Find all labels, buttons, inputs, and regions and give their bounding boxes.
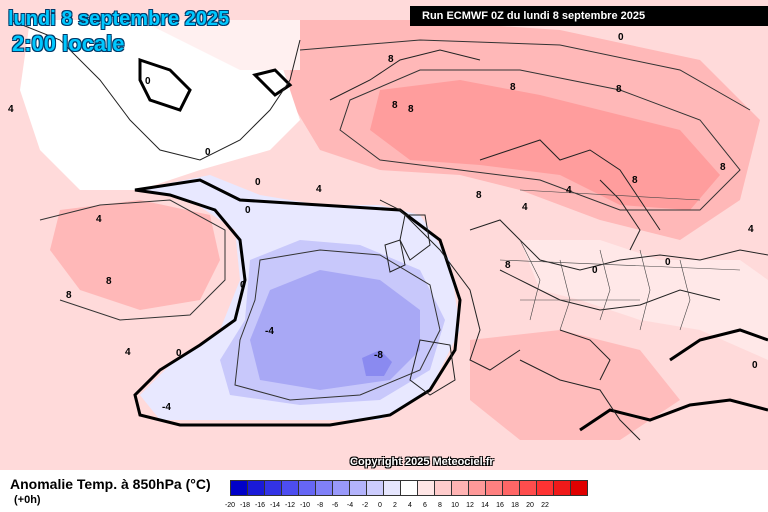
contour-label: 4: [748, 224, 754, 235]
contour-label: 4: [8, 104, 14, 115]
contour-label: 4: [566, 185, 572, 196]
contour-label: 8: [392, 100, 398, 111]
color-swatch: [417, 480, 435, 496]
isoline-8-north: [339, 69, 741, 211]
contour-label: 8: [408, 104, 414, 115]
contour-label: 4: [316, 184, 322, 195]
color-scale-label: -4: [346, 502, 354, 509]
contour-label: 8: [632, 175, 638, 186]
color-scale-label: -20: [224, 502, 236, 509]
color-scale-label: 0: [378, 502, 382, 509]
warm-anomaly-south: [470, 330, 680, 440]
color-swatch: [349, 480, 367, 496]
zero-contour-greenland: [138, 57, 192, 112]
color-swatch: [451, 480, 469, 496]
color-scale-label: 16: [496, 502, 504, 509]
color-swatch: [434, 480, 452, 496]
color-scale-label: 14: [481, 502, 489, 509]
zero-contour-main: [133, 178, 462, 427]
contour-label: 0: [752, 360, 758, 371]
color-swatch: [485, 480, 503, 496]
legend-footer: Anomalie Temp. à 850hPa (°C) (+0h) -20 -1…: [0, 470, 768, 512]
contour-label: 8: [505, 260, 511, 271]
map-local-time: 2:00 locale: [12, 31, 125, 56]
contour-label: -4: [265, 326, 274, 337]
color-scale-label: -16: [254, 502, 266, 509]
color-scale-label: 20: [526, 502, 534, 509]
zero-contour-southeast: [579, 398, 768, 432]
color-scale-label: -10: [299, 502, 311, 509]
contour-label: 4: [125, 347, 131, 358]
contour-label: 8: [616, 84, 622, 95]
cold-anomaly-minimum: [362, 350, 392, 376]
color-swatch: [298, 480, 316, 496]
contour-label: 0: [205, 147, 211, 158]
contour-label: 0: [618, 32, 624, 43]
contour-label: 0: [176, 348, 182, 359]
color-scale-label: -18: [239, 502, 251, 509]
contour-label: 0: [240, 280, 246, 291]
color-swatch: [502, 480, 520, 496]
contour-label: 8: [720, 162, 726, 173]
color-scale: [230, 480, 588, 496]
contour-label: 8: [106, 276, 112, 287]
color-swatch: [519, 480, 537, 496]
contour-label: 0: [255, 177, 261, 188]
contour-label: 4: [96, 214, 102, 225]
contour-label: 0: [245, 205, 251, 216]
coastlines: [9, 19, 768, 441]
contour-label: 8: [510, 82, 516, 93]
color-swatch: [332, 480, 350, 496]
color-scale-label: 2: [393, 502, 397, 509]
contour-label: -8: [374, 350, 383, 361]
contour-label: 0: [665, 257, 671, 268]
contour-label: 0: [145, 76, 151, 87]
color-scale-label: 4: [408, 502, 412, 509]
country-borders: [499, 189, 741, 331]
color-swatch: [536, 480, 554, 496]
zero-contour-north: [252, 68, 293, 97]
isoline-4-north: [299, 39, 751, 111]
color-scale-label: 8: [438, 502, 442, 509]
color-scale-label: -8: [316, 502, 324, 509]
isoline-neg4: [234, 249, 441, 401]
parameter-title: Anomalie Temp. à 850hPa (°C): [10, 476, 211, 492]
zero-contour-east: [669, 328, 768, 362]
run-label-bar: Run ECMWF 0Z du lundi 8 septembre 2025: [410, 6, 768, 26]
color-scale-label: 18: [511, 502, 519, 509]
lead-time: (+0h): [14, 494, 41, 506]
color-scale-label: -2: [361, 502, 369, 509]
contour-label: 8: [388, 54, 394, 65]
color-scale-label: 12: [466, 502, 474, 509]
color-swatch: [315, 480, 333, 496]
color-swatch: [400, 480, 418, 496]
color-scale-label: -14: [269, 502, 281, 509]
color-scale-label: 10: [451, 502, 459, 509]
map-date-title: lundi 8 septembre 2025: [8, 8, 230, 30]
contour-label: 4: [522, 202, 528, 213]
color-scale-label: 6: [423, 502, 427, 509]
contour-label: -4: [162, 402, 171, 413]
color-scale-label: -12: [284, 502, 296, 509]
color-swatch: [264, 480, 282, 496]
color-swatch: [383, 480, 401, 496]
color-swatch: [247, 480, 265, 496]
color-swatch: [230, 480, 248, 496]
contour-label: 0: [592, 265, 598, 276]
contour-label: 8: [66, 290, 72, 301]
copyright-text: Copyright 2025 Meteociel.fr: [350, 456, 494, 468]
warm-anomaly-west: [50, 200, 220, 310]
isoline-4-west: [39, 199, 226, 321]
color-swatch: [366, 480, 384, 496]
color-swatch: [553, 480, 571, 496]
contour-label: 8: [476, 190, 482, 201]
neutral-area-arctic-north: [140, 20, 300, 70]
color-swatch: [281, 480, 299, 496]
color-scale-label: -6: [331, 502, 339, 509]
color-swatch: [468, 480, 486, 496]
color-swatch: [570, 480, 588, 496]
color-scale-label: 22: [541, 502, 549, 509]
